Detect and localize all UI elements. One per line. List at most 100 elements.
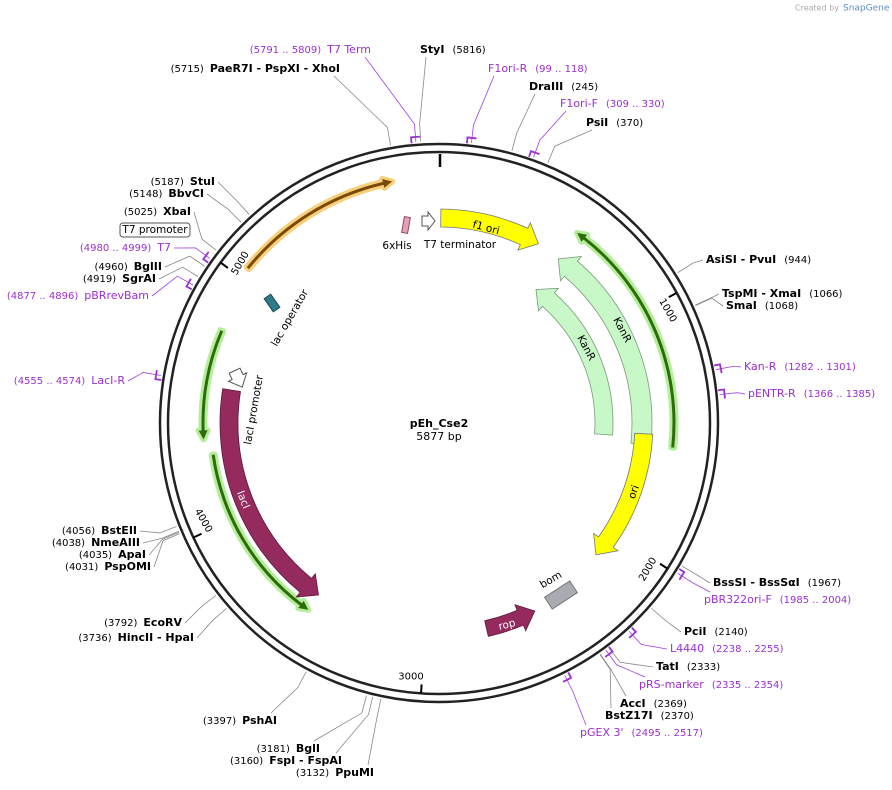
primer-leader <box>151 275 194 297</box>
primer-name: F1ori-R <box>488 62 528 75</box>
primer-range: (99 .. 118) <box>535 64 587 75</box>
feature-glow <box>243 176 396 273</box>
ruler-tick <box>668 291 678 299</box>
enzyme-leader <box>608 647 654 668</box>
enzyme-leader <box>333 75 391 146</box>
primer-name: pBRrevBam <box>84 289 149 302</box>
primer-mark <box>528 149 540 158</box>
enzyme-name: BglII <box>134 260 162 273</box>
primer-leader <box>173 247 211 259</box>
enzyme-position: (5025) <box>124 207 157 218</box>
enzyme-position: (5816) <box>452 45 485 56</box>
enzyme-leader <box>142 531 179 544</box>
enzyme-position: (4035) <box>79 550 112 561</box>
enzyme-leader <box>651 608 682 633</box>
primer-leader <box>471 75 495 143</box>
enzyme-name: PaeR7I - PspXI - XhoI <box>210 62 340 75</box>
primer-mark <box>185 278 193 291</box>
created-by: Created by <box>795 4 839 13</box>
ruler-label: 3000 <box>398 671 423 682</box>
ruler-label: 2000 <box>637 556 659 584</box>
enzyme-name: EcoRV <box>143 616 182 629</box>
enzyme-position: (3160) <box>230 756 263 767</box>
ruler-label: 4000 <box>192 507 214 535</box>
enzyme-name: BstZ17I <box>605 709 653 722</box>
enzyme-leader <box>677 259 704 274</box>
primer-leader <box>715 365 742 371</box>
enzyme-position: (245) <box>571 82 598 93</box>
enzyme-name: PspOMI <box>104 560 151 573</box>
promoter-arrow <box>227 367 248 388</box>
enzyme-leader <box>695 293 720 306</box>
primer-range: (4980 .. 4999) <box>80 243 152 254</box>
enzyme-name: XbaI <box>163 205 191 218</box>
enzyme-leader <box>153 533 180 568</box>
his-tag <box>401 216 411 234</box>
feature-arrow <box>246 179 393 270</box>
enzyme-position: (3397) <box>203 716 236 727</box>
enzyme-name: StuI <box>190 175 215 188</box>
enzyme-leader <box>599 654 612 709</box>
primer-range: (309 .. 330) <box>606 99 665 110</box>
enzyme-position: (4960) <box>95 262 128 273</box>
plasmid-name: pEh_Cse2 <box>410 417 468 430</box>
feature-arrow <box>535 287 614 436</box>
primer-range: (4877 .. 4896) <box>7 291 79 302</box>
enzyme-name: AsiSI - PvuI <box>706 253 776 266</box>
primer-name: pRS-marker <box>639 678 704 691</box>
ruler-tick <box>659 562 669 570</box>
primer-leader <box>364 56 417 142</box>
enzyme-leader <box>600 654 627 697</box>
enzyme-name: StyI <box>420 43 444 56</box>
enzyme-name: PshAI <box>242 714 277 727</box>
primer-leader <box>719 392 746 395</box>
enzyme-position: (4919) <box>83 274 116 285</box>
enzyme-name: FspI - FspAI <box>269 754 342 767</box>
enzyme-position: (2370) <box>661 711 694 722</box>
enzyme-leader <box>270 671 307 714</box>
primer-range: (4555 .. 4574) <box>14 376 86 387</box>
primer-leader <box>605 650 646 678</box>
feature-arrow <box>440 208 539 251</box>
feature-arrow <box>593 432 654 556</box>
enzyme-position: (5187) <box>151 177 184 188</box>
enzyme-leader <box>313 695 367 742</box>
enzyme-position: (4031) <box>65 562 98 573</box>
primer-range: (2238 .. 2255) <box>712 644 784 655</box>
ruler-tick <box>192 532 202 539</box>
terminator-arrow <box>421 210 436 232</box>
enzyme-position: (4056) <box>62 526 95 537</box>
feature-label: ori <box>626 484 642 501</box>
enzyme-position: (3792) <box>104 618 137 629</box>
enzyme-name: AccI <box>620 697 646 710</box>
enzyme-name: BbvCI <box>168 187 204 200</box>
primer-name: T7 <box>156 241 171 254</box>
enzyme-leader <box>419 56 427 142</box>
enzyme-name: BssSI - BssSαI <box>713 576 800 589</box>
feature-label: lac operator <box>269 287 312 349</box>
ruler-tick <box>220 261 229 269</box>
plasmid-size: 5877 bp <box>416 430 461 443</box>
primer-name: pGEX 3' <box>580 726 624 739</box>
enzyme-leader <box>206 193 242 223</box>
primer-name: L4440 <box>670 642 704 655</box>
ring-outer <box>158 142 720 704</box>
primer-leader <box>533 110 567 158</box>
enzyme-leader <box>184 595 217 624</box>
enzyme-name: SmaI <box>726 299 757 312</box>
primer-leader <box>127 372 162 382</box>
feature-label: T7 terminator <box>423 239 497 251</box>
primer-mark <box>717 388 726 399</box>
primer-mark <box>713 363 723 374</box>
enzyme-leader <box>139 525 177 534</box>
enzyme-leader <box>164 255 205 268</box>
enzyme-name: PsiI <box>586 116 608 129</box>
primer-name: T7 Term <box>326 43 371 56</box>
enzyme-leader <box>193 211 217 251</box>
primer-mark <box>562 672 573 683</box>
feature-label: lacI promoter <box>242 374 266 446</box>
primer-leader <box>628 630 668 650</box>
enzyme-leader <box>681 565 711 584</box>
enzyme-leader <box>367 698 382 766</box>
enzyme-name: PpuMI <box>335 766 374 779</box>
